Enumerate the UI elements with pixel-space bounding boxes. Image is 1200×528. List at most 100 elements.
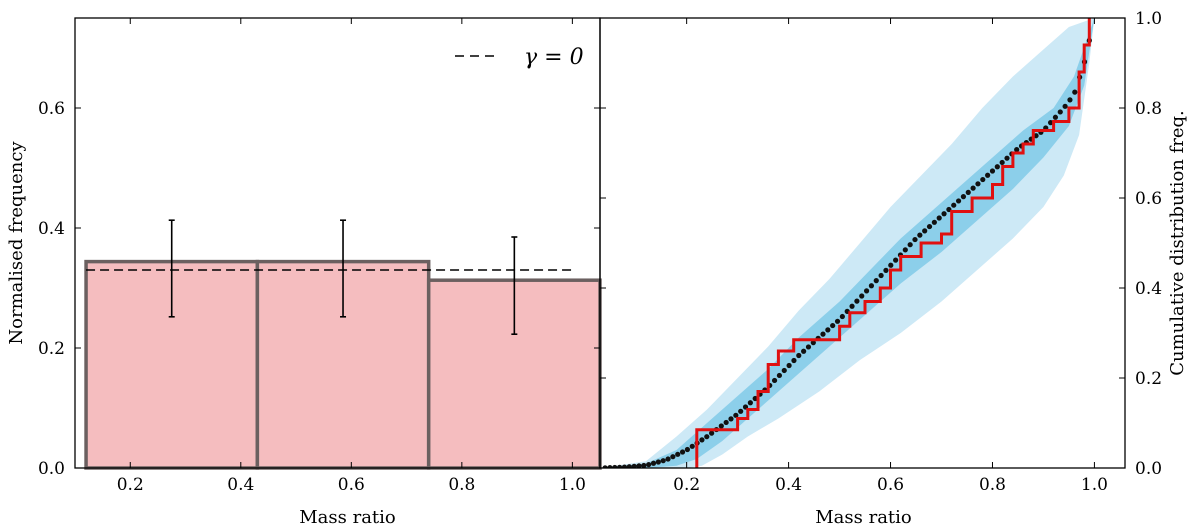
model-cdf-point [1052, 114, 1059, 120]
model-cdf-point [1062, 103, 1068, 109]
y-tick-label: 0.6 [1135, 189, 1162, 209]
y-tick-label: 0.6 [38, 99, 65, 119]
x-tick-label: 0.2 [117, 475, 144, 495]
x-axis-label: Mass ratio [299, 507, 396, 528]
model-cdf-point [786, 362, 792, 369]
y-tick-label: 0.8 [1135, 99, 1162, 119]
model-cdf-point [994, 164, 1000, 170]
y-axis-label: Cumulative distribution freq. [1167, 110, 1188, 376]
x-axis-label: Mass ratio [815, 507, 912, 528]
model-cdf-point [747, 400, 753, 406]
model-cdf-point [617, 464, 623, 468]
x-tick-label: 0.6 [877, 475, 904, 495]
model-cdf-point [602, 465, 608, 468]
x-tick-label: 1.0 [559, 475, 586, 495]
right-axes-frame [599, 17, 1126, 469]
y-tick-label: 0.4 [1135, 279, 1162, 299]
model-cdf-point [999, 159, 1005, 166]
y-tick-label: 0.2 [1135, 369, 1162, 389]
model-cdf-point [936, 215, 942, 221]
model-cdf-point [621, 464, 628, 468]
y-tick-label: 0.4 [38, 219, 65, 239]
model-cdf-point [863, 288, 870, 294]
model-cdf-point [873, 278, 879, 284]
model-cdf-point [655, 459, 661, 465]
model-cdf-point [791, 357, 797, 364]
x-tick-label: 0.8 [979, 475, 1006, 495]
left-histogram-panel: 0.2 0.4 0.6 0.8 1.0 0.0 0.2 0.4 0.6 Mass ratio Nor… [6, 17, 602, 528]
model-cdf-point [960, 194, 967, 200]
model-cdf-point [1047, 120, 1054, 126]
model-cdf-point [781, 367, 787, 374]
model-cdf-point [704, 434, 710, 440]
model-cdf-point [946, 206, 952, 213]
x-tick-label: 0.6 [338, 475, 365, 495]
model-cdf-point [989, 168, 996, 174]
model-cdf-point [834, 318, 841, 324]
model-cdf-point [830, 322, 836, 329]
model-cdf-point [699, 437, 705, 443]
model-cdf-point [650, 460, 657, 466]
model-cdf-point [951, 202, 957, 208]
model-cdf-point [854, 298, 860, 304]
model-cdf-point [888, 262, 894, 268]
y-tick-label: 1.0 [1135, 9, 1162, 29]
model-cdf-point [709, 430, 715, 436]
model-cdf-point [1014, 147, 1020, 153]
model-cdf-point [985, 172, 991, 178]
x-tick-label: 0.2 [673, 475, 700, 495]
model-cdf-point [941, 211, 947, 217]
model-cdf-point [684, 446, 691, 453]
model-cdf-point [631, 463, 637, 468]
model-cdf-point [839, 313, 845, 320]
model-cdf-point [926, 223, 933, 230]
model-cdf-point [883, 267, 889, 273]
model-cdf-point [776, 372, 783, 379]
model-cdf-point [975, 181, 981, 187]
model-cdf-point [607, 465, 613, 468]
model-cdf-point [820, 331, 826, 337]
x-tick-label: 0.4 [227, 475, 254, 495]
observed-cdf-step-line [695, 18, 1091, 468]
y-tick-label: 0.2 [38, 339, 65, 359]
model-cdf-point [660, 458, 666, 464]
model-cdf-point [689, 443, 695, 449]
model-cdf-point [849, 303, 855, 309]
model-cdf-point [1072, 89, 1078, 95]
model-cdf-point [825, 327, 831, 333]
model-cdf-point [1067, 97, 1073, 103]
model-cdf-point [626, 464, 632, 468]
model-cdf-point [980, 176, 986, 183]
model-cdf-point [679, 449, 686, 455]
model-cdf-point [665, 456, 671, 462]
right-cdf-panel: 0.2 0.4 0.6 0.8 1.0 0.0 0.2 0.4 0.6 0.8 1.0 Mass ra… [599, 9, 1188, 528]
model-cdf-point [801, 348, 807, 354]
model-cdf-point [902, 247, 908, 253]
model-cdf-point [1057, 109, 1063, 115]
x-tick-label: 0.8 [448, 475, 475, 495]
model-cdf-point [955, 198, 962, 204]
y-axis-label: Normalised frequency [6, 141, 27, 345]
model-cdf-point [738, 408, 744, 414]
model-cdf-point [922, 228, 928, 234]
model-cdf-point [917, 232, 923, 238]
model-cdf-point [718, 423, 724, 429]
model-cdf-point [931, 219, 937, 225]
model-cdf-point [733, 412, 739, 418]
model-cdf-point [810, 340, 816, 346]
model-cdf-point [723, 419, 729, 426]
y-tick-label: 0.0 [1135, 459, 1162, 479]
model-cdf-point [859, 293, 865, 299]
legend-label: γ = 0 [524, 45, 584, 70]
model-cdf-point [796, 352, 802, 359]
model-cdf-point [636, 463, 642, 468]
model-cdf-point [641, 462, 647, 468]
model-cdf-point [970, 185, 976, 191]
confidence-band-outer [600, 18, 1095, 468]
model-cdf-point [805, 344, 812, 350]
model-cdf-point [612, 464, 618, 468]
y-tick-label: 0.0 [38, 459, 65, 479]
x-tick-label: 0.4 [775, 475, 802, 495]
model-cdf-point [912, 236, 918, 243]
x-tick-label: 1.0 [1081, 475, 1108, 495]
